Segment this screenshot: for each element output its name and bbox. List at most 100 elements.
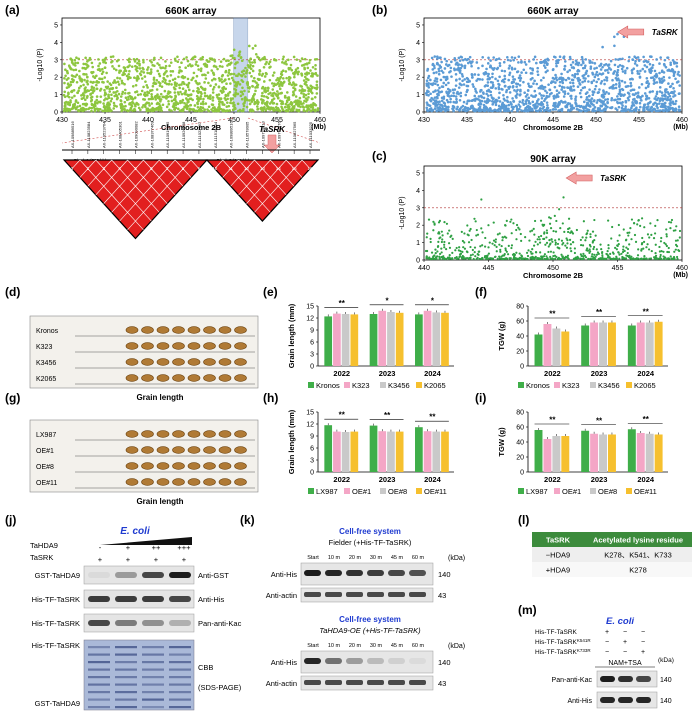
snp-point [425, 84, 429, 87]
snp-point [593, 218, 596, 222]
snp-point [439, 236, 442, 239]
snp-point [587, 108, 591, 112]
snp-point [607, 247, 610, 250]
snp-point [533, 233, 536, 236]
snp-point [150, 109, 153, 112]
snp-point [589, 235, 592, 239]
snp-point [587, 257, 590, 261]
snp-point [129, 106, 133, 110]
snp-point [531, 100, 535, 104]
snp-point [557, 91, 561, 94]
snp-point [256, 99, 259, 102]
snp-point [567, 109, 570, 112]
snp-point [625, 254, 628, 257]
snp-point [495, 245, 498, 248]
y-tick-label: 1 [416, 240, 420, 247]
snp-point [62, 109, 66, 113]
grain [141, 462, 154, 470]
snp-point [509, 59, 512, 62]
snp-point [438, 100, 441, 104]
snp-point [242, 73, 245, 76]
snp-point [276, 109, 280, 112]
snp-point [662, 75, 666, 79]
snp-point [63, 105, 67, 108]
snp-point [569, 247, 572, 250]
snp-point [119, 95, 123, 98]
snp-point [576, 255, 579, 258]
blot-band [304, 680, 321, 685]
snp-point [566, 254, 570, 257]
snp-point [292, 90, 295, 93]
panel-letter-k: (k) [240, 513, 255, 527]
snp-point [457, 66, 460, 70]
line-label: K3456 [36, 360, 56, 367]
snp-point [533, 79, 536, 83]
snp-point [204, 102, 208, 105]
snp-point [549, 255, 552, 258]
snp-point [466, 224, 469, 227]
snp-point [593, 256, 596, 260]
snp-point [182, 57, 186, 61]
snp-point [88, 106, 91, 110]
snp-point [279, 72, 283, 76]
snp-point [591, 230, 595, 233]
snp-point [138, 62, 141, 66]
snp-point [89, 80, 93, 84]
snp-point [127, 75, 131, 79]
snp-point [115, 86, 118, 90]
grain [125, 478, 139, 486]
blot-band [88, 572, 110, 578]
snp-point [441, 106, 444, 110]
snp-point [212, 58, 216, 62]
legend-label: OE#11 [424, 487, 447, 496]
snp-point [163, 81, 167, 84]
grain [203, 374, 216, 382]
snp-point [519, 76, 523, 80]
snp-point [560, 77, 563, 81]
y-tick-label: 5 [54, 22, 58, 29]
blot-band [115, 596, 137, 602]
snp-point [195, 74, 199, 78]
snp-point [646, 233, 650, 236]
snp-point [532, 82, 535, 85]
y-tick-label: 3 [54, 57, 58, 64]
snp-point [154, 108, 158, 111]
snp-point [590, 102, 594, 106]
snp-point [128, 60, 131, 64]
snp-point [156, 69, 160, 73]
snp-point [108, 109, 112, 113]
y-tick-label: 9 [310, 434, 314, 441]
snp-point [471, 76, 474, 79]
snp-point [76, 105, 79, 109]
snp-point [547, 245, 550, 248]
snp-point [136, 74, 139, 78]
snp-point [69, 80, 73, 84]
snp-point [562, 241, 565, 245]
snp-point [498, 232, 501, 235]
snp-point [434, 248, 437, 251]
snp-point [315, 83, 319, 87]
snp-point [627, 98, 630, 102]
snp-point [227, 59, 230, 62]
x-tick-label: 445 [483, 265, 495, 272]
blot-band [618, 676, 633, 682]
blot-band [388, 570, 405, 576]
table-header [532, 532, 692, 547]
condition-value: + [641, 649, 645, 656]
snp-point [585, 69, 589, 73]
blot-band [409, 570, 426, 576]
snp-point [126, 65, 130, 69]
snp-point [196, 105, 200, 109]
grain-caption: Grain length [136, 497, 183, 506]
snp-point [268, 60, 272, 64]
snp-point [133, 76, 136, 79]
snp-point [665, 98, 668, 102]
grain [218, 446, 232, 454]
snp-point [443, 67, 447, 70]
snp-point [509, 220, 512, 223]
snp-point [314, 104, 318, 107]
grain [172, 478, 185, 486]
x-tick-label: 460 [314, 117, 326, 124]
line-label: OE#8 [36, 464, 54, 471]
snp-point [658, 86, 662, 89]
